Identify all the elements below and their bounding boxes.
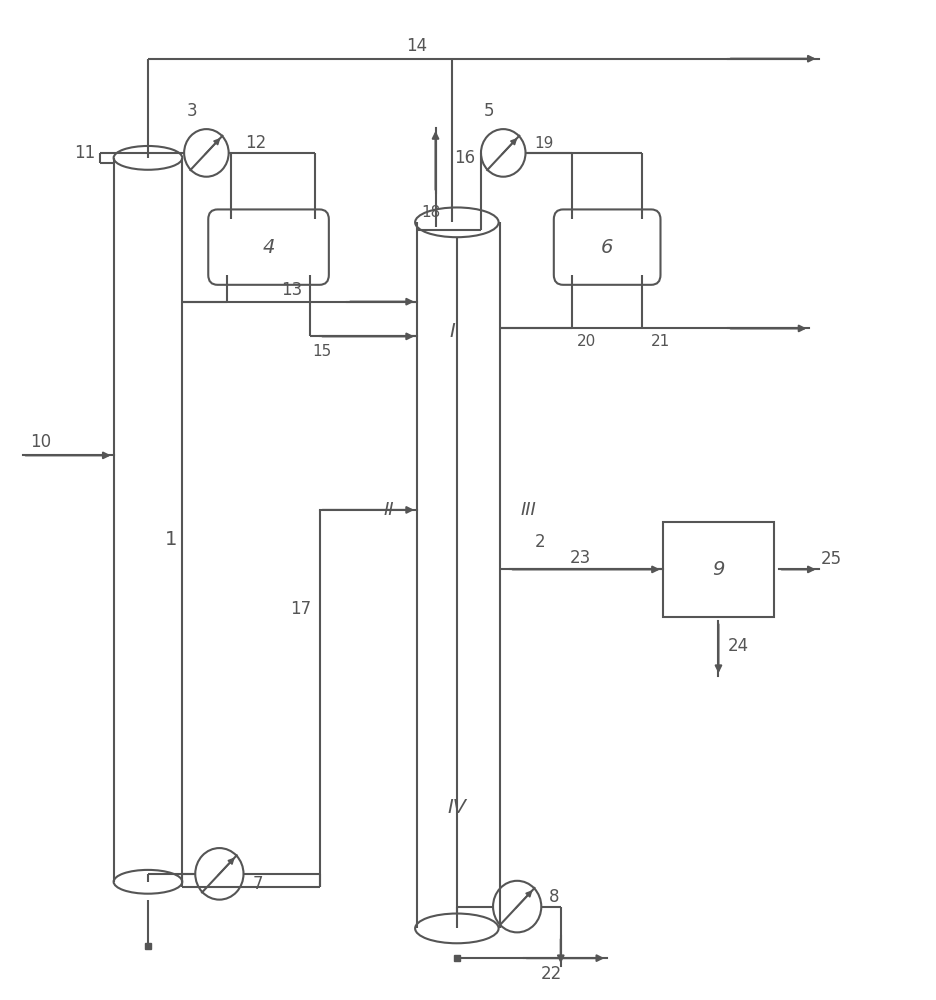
Text: 22: 22: [541, 965, 563, 983]
Text: 7: 7: [253, 875, 263, 893]
Text: 1: 1: [165, 530, 177, 549]
Text: 20: 20: [577, 334, 596, 349]
Text: 21: 21: [651, 334, 670, 349]
Text: 19: 19: [534, 135, 554, 150]
Text: 23: 23: [570, 549, 592, 567]
Text: 12: 12: [245, 134, 267, 152]
Text: IV: IV: [447, 798, 466, 817]
Text: 15: 15: [312, 344, 331, 359]
Text: 25: 25: [821, 550, 841, 568]
Text: 13: 13: [281, 281, 302, 299]
Text: 14: 14: [406, 37, 428, 55]
Text: I: I: [449, 322, 455, 341]
Text: 18: 18: [421, 205, 441, 220]
Text: 16: 16: [454, 149, 475, 167]
Text: 17: 17: [290, 600, 312, 618]
Text: III: III: [520, 501, 536, 519]
Text: 10: 10: [30, 433, 51, 451]
Text: 9: 9: [712, 560, 724, 579]
Text: 2: 2: [535, 533, 546, 551]
Text: 11: 11: [74, 144, 95, 162]
Text: 4: 4: [262, 238, 275, 257]
Text: 5: 5: [484, 102, 494, 120]
Text: 24: 24: [728, 637, 749, 655]
Bar: [663, 522, 774, 617]
Text: 6: 6: [601, 238, 613, 257]
Text: 8: 8: [548, 888, 559, 906]
Text: 3: 3: [187, 102, 197, 120]
Text: II: II: [384, 501, 394, 519]
